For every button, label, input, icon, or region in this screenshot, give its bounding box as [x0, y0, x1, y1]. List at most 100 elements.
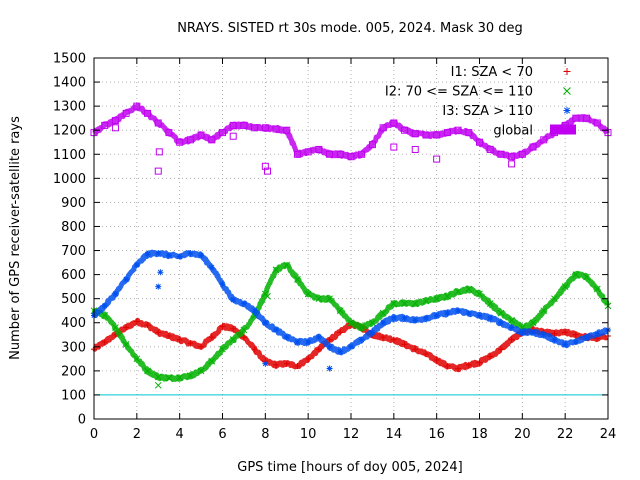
y-tick-label: 300 [61, 340, 86, 355]
data-point-i2-70-sza-110 [176, 374, 184, 381]
data-point-i2-70-sza-110 [358, 324, 366, 331]
y-tick-label: 600 [61, 268, 86, 283]
y-tick-label: 1100 [53, 148, 86, 163]
data-point-i3-sza-110 [326, 343, 333, 350]
data-point-i3-sza-110 [583, 334, 590, 341]
y-tick-label: 1300 [53, 100, 86, 115]
x-axis-label: GPS time [hours of doy 005, 2024] [237, 460, 462, 475]
data-point-i3-sza-110 [540, 331, 547, 338]
data-point-global [186, 136, 194, 144]
data-point-i3-sza-110 [369, 329, 376, 336]
data-point-i3-sza-110 [455, 307, 462, 314]
legend-label: I2: 70 <= SZA <= 110 [385, 85, 533, 100]
series-3 [90, 102, 612, 175]
data-point-i2-70-sza-110 [551, 295, 558, 303]
data-point-i1-sza-70 [176, 336, 183, 343]
data-point-global [304, 148, 312, 156]
data-point-i2-70-sza-110 [336, 307, 344, 315]
x-tick-label: 12 [343, 427, 360, 442]
data-point-global [529, 143, 537, 151]
data-point-global [315, 145, 323, 153]
data-point-i1-sza-70 [508, 336, 515, 343]
data-point-global [368, 141, 376, 149]
data-point-global [336, 150, 344, 158]
data-point-global [283, 126, 291, 134]
outlier-point-global [154, 167, 162, 175]
data-point-i2-70-sza-110 [486, 300, 494, 307]
data-point-i1-sza-70 [144, 322, 151, 329]
y-tick-label: 500 [61, 292, 86, 307]
legend-marker [563, 107, 571, 114]
data-point-global [197, 131, 205, 139]
data-point-i2-70-sza-110 [304, 290, 312, 298]
data-point-i2-70-sza-110 [272, 266, 280, 274]
data-point-i2-70-sza-110 [401, 300, 408, 307]
data-point-i3-sza-110 [572, 338, 579, 345]
x-tick-label: 10 [300, 427, 317, 442]
data-point-global [122, 109, 130, 117]
data-point-i1-sza-70 [283, 360, 290, 367]
data-point-i3-sza-110 [519, 329, 526, 336]
series-trace-global [92, 103, 610, 161]
data-point-i1-sza-70 [208, 334, 215, 341]
data-point-i1-sza-70 [123, 324, 130, 331]
outlier-point-global [390, 143, 398, 151]
y-tick-label: 200 [61, 364, 86, 379]
outlier-point-global [411, 145, 419, 153]
data-point-global [433, 131, 441, 139]
data-point-i2-70-sza-110 [187, 372, 194, 380]
data-point-i3-sza-110 [465, 310, 472, 317]
data-point-i3-sza-110 [219, 281, 226, 288]
x-tick-label: 0 [90, 427, 98, 442]
data-point-global [443, 129, 451, 137]
data-point-i2-70-sza-110 [294, 276, 301, 283]
data-point-i2-70-sza-110 [465, 285, 473, 293]
data-point-i2-70-sza-110 [508, 316, 515, 324]
outlier-point-global [261, 162, 269, 170]
outlier-point-i3-sza-110 [157, 269, 164, 276]
y-tick-label: 1000 [53, 172, 86, 187]
outlier-point-i3-sza-110 [326, 365, 333, 372]
data-point-i3-sza-110 [562, 341, 569, 348]
data-point-i3-sza-110 [133, 261, 140, 268]
data-point-i3-sza-110 [476, 312, 483, 319]
x-tick-label: 22 [557, 427, 574, 442]
data-point-i3-sza-110 [283, 334, 290, 341]
data-point-global [272, 125, 280, 133]
data-point-i3-sza-110 [422, 314, 429, 321]
data-point-i1-sza-70 [455, 365, 462, 372]
data-point-i1-sza-70 [133, 318, 140, 325]
outlier-point-global [155, 148, 163, 156]
x-tick-label: 8 [261, 427, 269, 442]
data-point-i2-70-sza-110 [444, 292, 451, 300]
data-point-i1-sza-70 [101, 338, 108, 345]
data-point-global [465, 129, 473, 137]
data-point-global [251, 124, 259, 132]
data-point-i1-sza-70 [433, 357, 440, 364]
data-layer [90, 102, 612, 389]
data-point-global [454, 126, 462, 134]
data-point-i2-70-sza-110 [454, 288, 462, 295]
data-point-i1-sza-70 [251, 346, 258, 353]
data-point-global [293, 150, 301, 158]
data-point-i3-sza-110 [508, 324, 515, 331]
data-point-i1-sza-70 [219, 323, 226, 330]
data-point-i1-sza-70 [551, 330, 558, 337]
data-point-i3-sza-110 [551, 336, 558, 343]
legend-label: global [493, 124, 533, 139]
legend-label: I1: SZA < 70 [451, 65, 533, 80]
outlier-point-i2-70-sza-110 [154, 381, 162, 389]
data-point-i1-sza-70 [497, 346, 504, 353]
data-point-i2-70-sza-110 [101, 312, 109, 319]
data-point-i2-70-sza-110 [422, 297, 430, 305]
outlier-point-i2-70-sza-110 [264, 292, 271, 300]
data-point-i3-sza-110 [273, 326, 280, 333]
y-tick-label: 1500 [53, 52, 86, 67]
y-tick-label: 900 [61, 196, 86, 211]
data-point-i1-sza-70 [487, 353, 494, 360]
data-point-i2-70-sza-110 [165, 374, 173, 382]
data-point-i2-70-sza-110 [390, 300, 398, 307]
x-tick-label: 14 [386, 427, 403, 442]
data-point-i2-70-sza-110 [229, 336, 237, 343]
